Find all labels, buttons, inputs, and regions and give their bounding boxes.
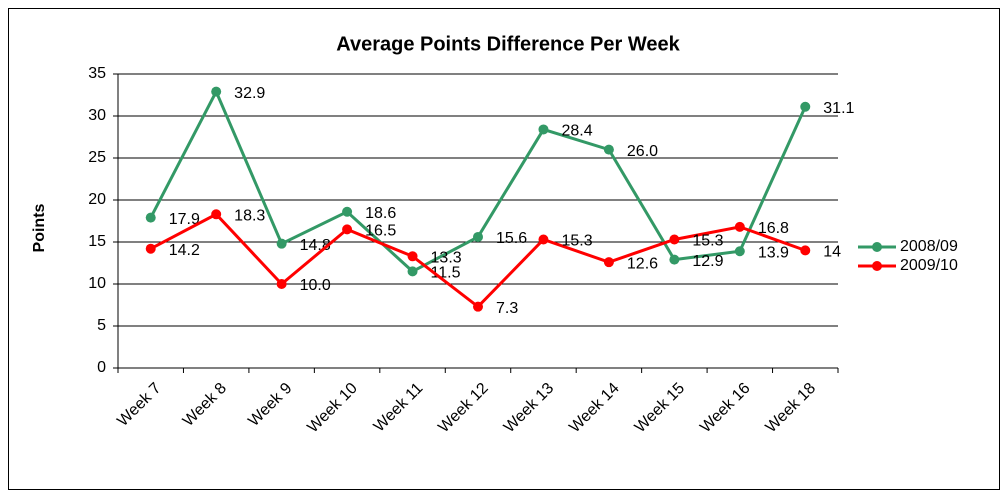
y-tick-label: 25 bbox=[88, 149, 106, 166]
data-point bbox=[211, 86, 222, 97]
data-label: 15.3 bbox=[561, 233, 592, 250]
y-tick-label: 15 bbox=[88, 233, 106, 250]
data-point bbox=[538, 124, 549, 135]
data-label: 14.2 bbox=[169, 242, 200, 259]
legend-label: 2008/09 bbox=[900, 238, 958, 255]
data-label: 13.3 bbox=[431, 249, 462, 266]
y-tick-label: 5 bbox=[97, 317, 106, 334]
data-label: 31.1 bbox=[823, 100, 854, 117]
data-label: 26.0 bbox=[627, 143, 658, 160]
y-tick-label: 0 bbox=[97, 359, 106, 376]
chart-border bbox=[8, 8, 1000, 490]
data-label: 7.3 bbox=[496, 300, 518, 317]
data-point bbox=[734, 221, 745, 232]
data-label: 15.6 bbox=[496, 230, 527, 247]
data-point bbox=[342, 224, 353, 235]
data-point bbox=[145, 212, 156, 223]
data-point bbox=[276, 238, 287, 249]
y-tick-label: 30 bbox=[88, 107, 106, 124]
data-label: 14 bbox=[823, 244, 841, 261]
data-point bbox=[342, 206, 353, 217]
data-label: 12.6 bbox=[627, 255, 658, 272]
data-point bbox=[603, 144, 614, 155]
data-label: 12.9 bbox=[692, 253, 723, 270]
data-label: 16.5 bbox=[365, 223, 396, 240]
data-point bbox=[734, 246, 745, 257]
data-point bbox=[800, 101, 811, 112]
data-point bbox=[800, 245, 811, 256]
chart-title: Average Points Difference Per Week bbox=[336, 33, 680, 55]
legend-marker bbox=[872, 261, 882, 271]
y-tick-label: 35 bbox=[88, 65, 106, 82]
data-point bbox=[538, 234, 549, 245]
data-label: 17.9 bbox=[169, 211, 200, 228]
data-label: 16.8 bbox=[758, 220, 789, 237]
data-point bbox=[603, 257, 614, 268]
y-axis-label: Points bbox=[31, 203, 48, 252]
data-point bbox=[669, 254, 680, 265]
data-point bbox=[473, 231, 483, 242]
data-label: 32.9 bbox=[234, 85, 265, 102]
data-point bbox=[473, 301, 483, 312]
legend-marker bbox=[872, 242, 882, 252]
data-label: 13.9 bbox=[758, 244, 789, 261]
data-point bbox=[276, 279, 287, 289]
data-label: 28.4 bbox=[561, 123, 592, 140]
data-label: 10.0 bbox=[300, 277, 331, 294]
y-tick-label: 10 bbox=[88, 275, 106, 292]
data-point bbox=[669, 234, 680, 245]
legend-label: 2009/10 bbox=[900, 257, 958, 274]
data-label: 18.3 bbox=[234, 207, 265, 224]
data-label: 15.3 bbox=[692, 233, 723, 250]
data-point bbox=[211, 209, 222, 220]
y-tick-label: 20 bbox=[88, 191, 106, 208]
data-label: 18.6 bbox=[365, 205, 396, 222]
data-point bbox=[407, 251, 418, 262]
data-point bbox=[145, 243, 156, 254]
data-point bbox=[407, 266, 418, 277]
